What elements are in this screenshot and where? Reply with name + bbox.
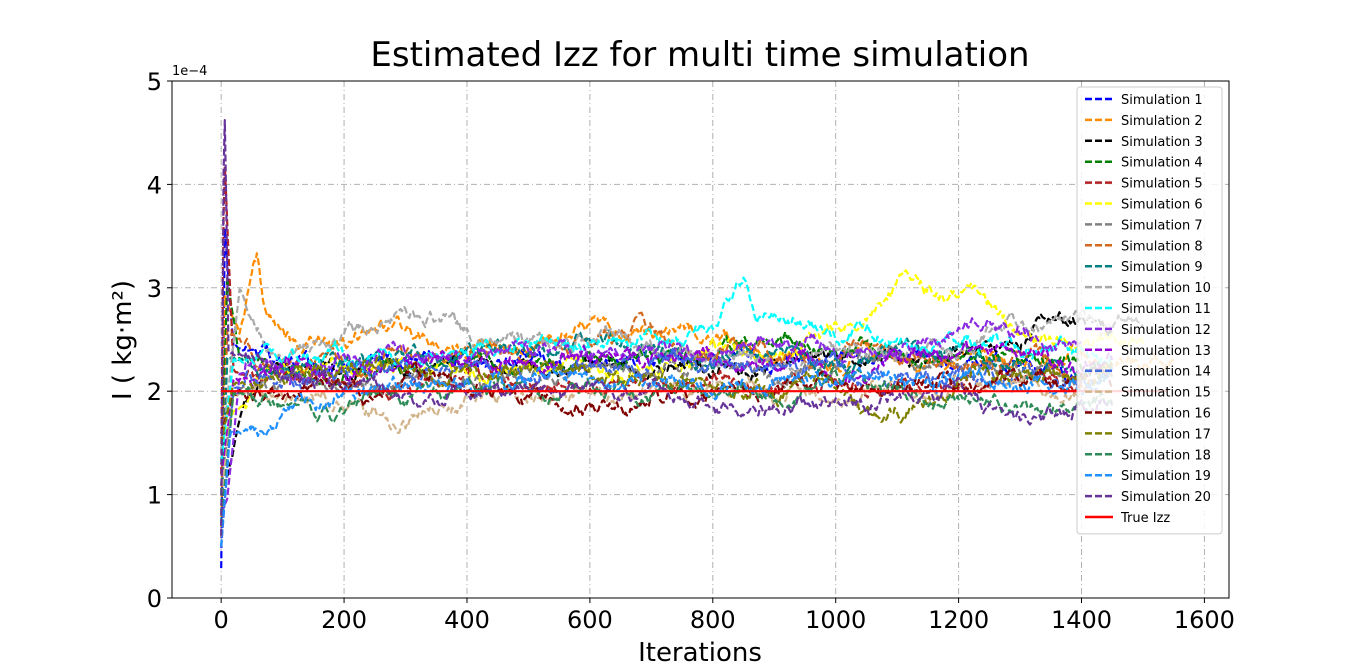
- series-line: [220, 276, 1114, 463]
- legend-label: Simulation 1: [1121, 93, 1203, 108]
- x-tick-label: 200: [321, 606, 367, 634]
- series-line: [220, 317, 1083, 514]
- legend-label: Simulation 7: [1121, 218, 1203, 233]
- x-tick-label: 600: [567, 606, 613, 634]
- x-tick-label: 1200: [928, 606, 989, 634]
- series-line: [220, 165, 1083, 475]
- legend-label: Simulation 13: [1121, 344, 1211, 359]
- x-tick-label: 1600: [1174, 606, 1235, 634]
- y-tick-label: 2: [147, 378, 162, 406]
- legend-label: Simulation 14: [1121, 365, 1211, 380]
- legend-box: [1076, 86, 1223, 535]
- x-tick-label: 800: [690, 606, 736, 634]
- y-tick-label: 3: [147, 275, 162, 303]
- chart-title: Estimated Izz for multi time simulation: [370, 35, 1029, 75]
- legend-label: Simulation 9: [1121, 260, 1203, 275]
- series-line: [220, 269, 1145, 444]
- x-tick-label: 1400: [1051, 606, 1112, 634]
- x-axis-label: Iterations: [638, 638, 762, 668]
- legend-label: Simulation 15: [1121, 386, 1211, 401]
- legend-label: Simulation 3: [1121, 135, 1203, 150]
- x-axis-ticks: 0 200 400 600 800 1000 1200 1400 1600: [214, 598, 1235, 634]
- series-line: [220, 329, 1114, 525]
- y-tick-label: 5: [147, 68, 162, 96]
- series-line: [220, 311, 1144, 506]
- legend-label: Simulation 4: [1121, 156, 1203, 171]
- legend: Simulation 1 Simulation 2 Simulation 3 Simu…: [1076, 86, 1223, 535]
- legend-label: Simulation 5: [1121, 177, 1203, 192]
- y-tick-label: 4: [147, 171, 162, 199]
- series-line: [220, 119, 1113, 536]
- legend-label: Simulation 10: [1121, 281, 1211, 296]
- legend-label: Simulation 16: [1121, 407, 1211, 422]
- legend-label: Simulation 2: [1121, 114, 1203, 129]
- series-lines: [220, 119, 1175, 569]
- y-tick-label: 0: [147, 585, 162, 613]
- x-tick-label: 0: [214, 606, 229, 634]
- legend-label: Simulation 8: [1121, 239, 1203, 254]
- y-axis-label: I ( kg·m²): [108, 280, 138, 400]
- grid: [172, 80, 1229, 599]
- legend-label: Simulation 19: [1121, 469, 1211, 484]
- legend-label: Simulation 17: [1121, 427, 1211, 442]
- legend-label: Simulation 6: [1121, 198, 1203, 213]
- legend-label: Simulation 11: [1121, 302, 1211, 317]
- legend-label: Simulation 12: [1121, 323, 1211, 338]
- legend-label: True Izz: [1120, 511, 1170, 526]
- y-multiplier-label: 1e−4: [172, 64, 207, 79]
- x-tick-label: 1000: [805, 606, 866, 634]
- legend-label: Simulation 18: [1121, 448, 1211, 463]
- legend-label: Simulation 20: [1121, 490, 1211, 505]
- y-tick-label: 1: [147, 482, 162, 510]
- x-tick-label: 400: [444, 606, 490, 634]
- plot-frame: [171, 80, 1230, 599]
- y-axis-ticks: 0 1 2 3 4 5: [147, 68, 172, 613]
